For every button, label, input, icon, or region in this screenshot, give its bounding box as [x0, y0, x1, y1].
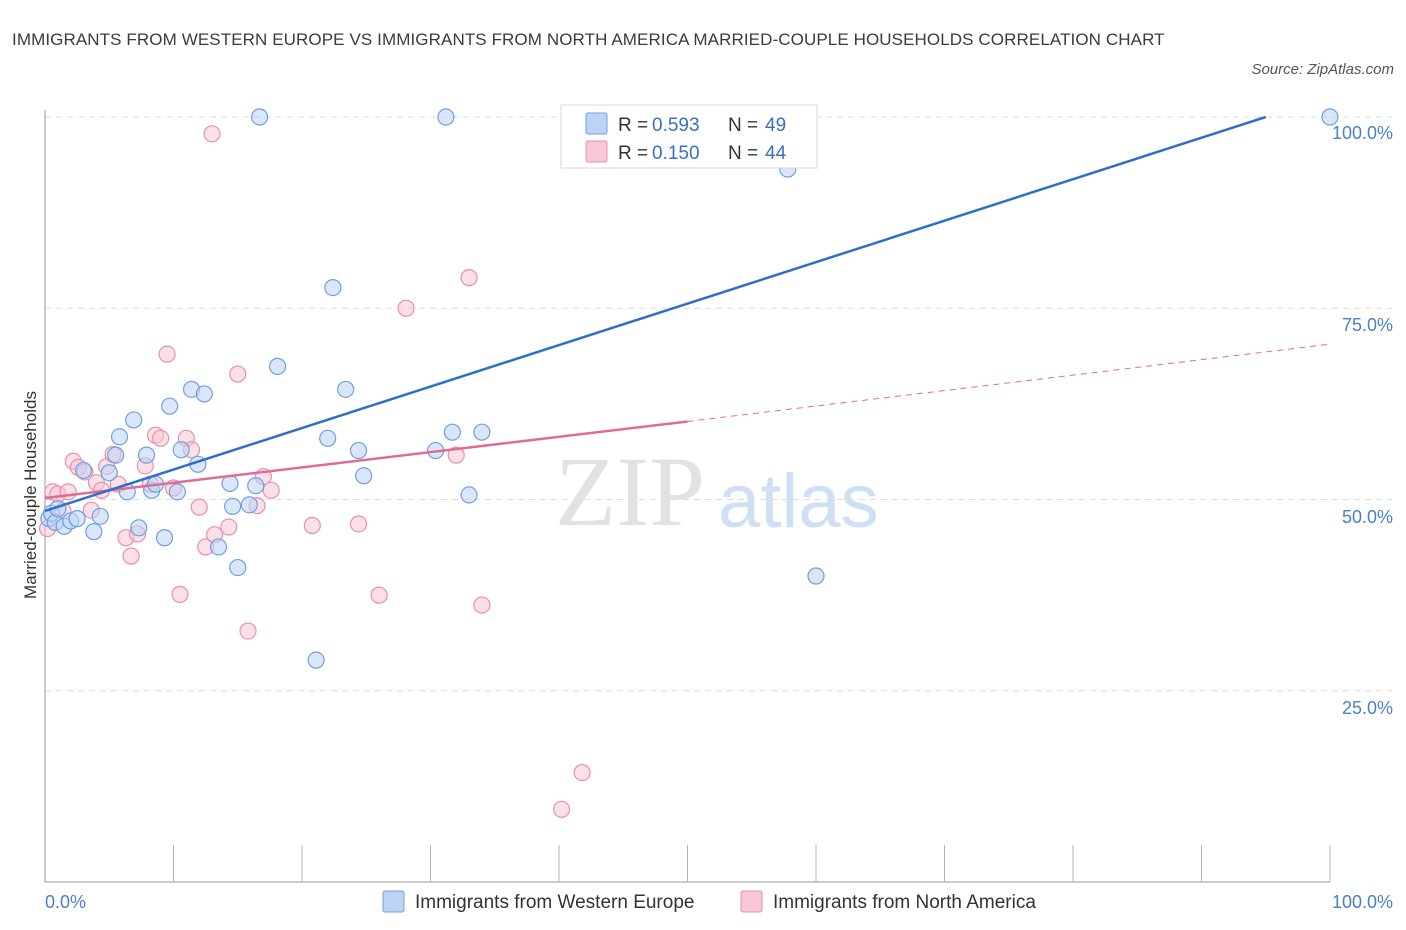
bottom-legend-swatch-blue: [382, 890, 405, 913]
y-tick-label-50: 50.0%: [1342, 507, 1393, 527]
data-point: [437, 108, 455, 126]
data-point: [190, 498, 208, 516]
data-point: [349, 441, 368, 460]
x-tick-labels: 0.0% 100.0%: [45, 892, 1393, 912]
data-point: [443, 423, 461, 441]
x-tick-label-100: 100.0%: [1332, 892, 1393, 912]
data-point: [172, 441, 190, 459]
chart-source: Source: ZipAtlas.com: [1251, 61, 1394, 78]
data-point: [240, 496, 258, 514]
data-point: [85, 523, 103, 541]
y-tick-label-75: 75.0%: [1342, 315, 1393, 335]
data-point: [158, 345, 176, 363]
data-point: [59, 483, 77, 501]
data-point: [229, 365, 247, 383]
x-axis-ticks: [173, 845, 1331, 882]
legend-r-value-pink: 0.150: [652, 143, 700, 164]
data-point: [370, 586, 388, 604]
chart-title: IMMIGRANTS FROM WESTERN EUROPE VS IMMIGR…: [12, 30, 1165, 49]
data-point: [473, 423, 491, 441]
data-point: [324, 278, 342, 297]
data-point: [220, 518, 238, 536]
data-point: [152, 429, 170, 447]
data-point: [460, 269, 478, 287]
blue-trend-line: [44, 115, 1267, 513]
x-tick-label-0: 0.0%: [45, 892, 86, 912]
bottom-legend-swatch-pink: [740, 890, 763, 913]
pink-series-points: [38, 125, 591, 818]
data-point: [239, 622, 257, 640]
y-tick-label-25: 25.0%: [1342, 698, 1393, 718]
data-point: [137, 446, 156, 464]
bottom-legend: Immigrants from Western Europe Immigrant…: [382, 890, 1036, 913]
legend-swatch-pink: [585, 140, 608, 163]
data-point: [268, 357, 287, 375]
data-point: [91, 507, 109, 525]
bottom-legend-label-pink: Immigrants from North America: [773, 892, 1036, 913]
y-tick-labels: 100.0% 75.0% 50.0% 25.0%: [1332, 123, 1393, 718]
data-point: [397, 299, 415, 317]
data-point: [155, 529, 174, 547]
data-point: [337, 380, 355, 398]
data-point: [171, 585, 189, 603]
data-point: [552, 800, 571, 818]
data-point: [224, 497, 242, 515]
legend-r-label-pink: R =: [618, 143, 648, 164]
y-axis-label: Married-couple Households: [21, 391, 40, 599]
data-point: [807, 567, 825, 585]
legend-n-value-blue: 49: [765, 115, 786, 136]
pink-trend-extension: [687, 343, 1331, 422]
data-point: [203, 125, 221, 143]
data-point: [355, 467, 373, 485]
data-point: [573, 764, 591, 782]
legend-r-label-blue: R =: [618, 115, 648, 136]
data-point: [122, 547, 140, 565]
data-point: [460, 486, 478, 504]
data-point: [349, 515, 368, 533]
data-point: [303, 516, 321, 535]
legend-swatch-blue: [585, 112, 608, 135]
data-point: [161, 397, 179, 415]
data-point: [68, 510, 86, 528]
trend-lines: [44, 115, 1331, 513]
pink-trend-line: [44, 420, 688, 500]
data-point: [250, 108, 269, 126]
legend-n-label-blue: N =: [728, 115, 758, 136]
data-point: [247, 477, 265, 495]
data-point: [107, 446, 125, 464]
legend-n-value-pink: 44: [765, 143, 787, 164]
data-point: [229, 558, 247, 577]
data-point: [473, 596, 491, 614]
data-point: [1321, 108, 1339, 126]
y-tick-label-100: 100.0%: [1332, 123, 1393, 143]
data-point: [195, 385, 213, 403]
watermark-atlas: atlas: [718, 459, 879, 544]
data-point: [319, 429, 337, 447]
legend-n-label-pink: N =: [728, 143, 758, 164]
watermark: ZIP atlas: [555, 436, 879, 547]
blue-series-points: [40, 108, 1339, 669]
data-point: [262, 481, 280, 499]
data-point: [110, 428, 129, 446]
data-point: [125, 411, 143, 429]
data-point: [168, 483, 186, 501]
legend-r-value-blue: 0.593: [652, 115, 700, 136]
bottom-legend-label-blue: Immigrants from Western Europe: [415, 892, 694, 913]
data-point: [100, 464, 118, 482]
data-point: [209, 538, 228, 556]
stats-legend: R = 0.593 N = 49 R = 0.150 N = 44: [560, 104, 818, 169]
data-point: [130, 519, 148, 537]
data-point: [447, 446, 465, 464]
data-point: [307, 651, 325, 669]
grid-lines: [45, 116, 1392, 692]
watermark-zip: ZIP: [555, 436, 705, 547]
data-point: [74, 461, 93, 480]
